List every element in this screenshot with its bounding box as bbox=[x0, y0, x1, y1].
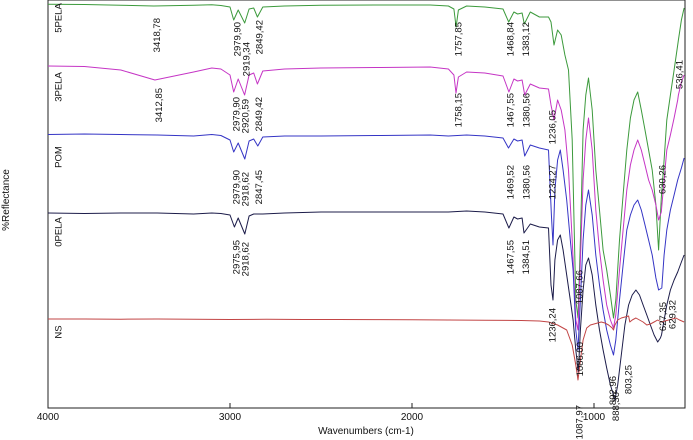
series-line-5pela bbox=[47, 3, 685, 319]
peak-label: 888,30 bbox=[611, 392, 622, 421]
x-tick-label: 4000 bbox=[37, 412, 60, 423]
series-labels: 5PELA 3PELA POM 0PELA NS bbox=[54, 3, 65, 339]
peak-label: 2918,62 bbox=[241, 242, 252, 276]
peak-label: 3418,78 bbox=[152, 18, 163, 52]
peak-label: 1467,55 bbox=[505, 93, 516, 127]
x-tick-label: 3000 bbox=[219, 412, 242, 423]
series-label: 5PELA bbox=[54, 3, 65, 33]
peak-label: 1236,05 bbox=[548, 110, 559, 144]
peak-label: 2920,59 bbox=[241, 99, 252, 133]
peak-label: 1384,51 bbox=[521, 240, 532, 274]
peak-label: 2918,62 bbox=[241, 172, 252, 206]
series-label: POM bbox=[54, 146, 65, 168]
series-label: NS bbox=[54, 325, 65, 338]
series-line-ns bbox=[48, 315, 685, 381]
y-axis-title: %Reflectance bbox=[1, 169, 12, 231]
peak-label: 2849,42 bbox=[254, 97, 265, 131]
peak-label: 1468,84 bbox=[506, 22, 517, 56]
peak-label: 1467,55 bbox=[505, 240, 516, 274]
peak-label: 1087,66 bbox=[574, 270, 585, 304]
peak-label: 1087,97 bbox=[574, 405, 585, 439]
peak-label: 2979,90 bbox=[233, 22, 244, 56]
series-line-3pela bbox=[47, 65, 685, 331]
peak-label: 627,35 bbox=[658, 302, 669, 331]
peak-label: 1380,56 bbox=[522, 93, 533, 127]
peak-label: 3412,85 bbox=[154, 88, 165, 122]
peak-label: 1757,85 bbox=[453, 22, 464, 56]
series-label: 0PELA bbox=[54, 217, 65, 247]
peak-label: 536,41 bbox=[675, 60, 686, 89]
x-axis-title: Wavenumbers (cm-1) bbox=[318, 426, 414, 437]
series-label: 3PELA bbox=[54, 72, 65, 102]
peak-label: 2849,42 bbox=[255, 20, 266, 54]
peak-label: 803,25 bbox=[624, 365, 635, 394]
peak-label: 892,96 bbox=[608, 376, 619, 405]
peak-label: 1758,15 bbox=[453, 93, 464, 127]
peak-label: 2975,95 bbox=[231, 240, 242, 274]
peak-label: 1086,00 bbox=[575, 342, 586, 376]
x-tick-label: 1000 bbox=[583, 412, 606, 423]
series-lines bbox=[47, 3, 685, 401]
peak-label: 629,32 bbox=[667, 300, 678, 329]
plot-area bbox=[47, 0, 686, 409]
peak-label: 1236,24 bbox=[548, 308, 559, 342]
peak-label: 1469,52 bbox=[505, 165, 516, 199]
peak-label: 2979,90 bbox=[231, 170, 242, 204]
peak-label: 1380,56 bbox=[522, 165, 533, 199]
series-line-0pela bbox=[47, 210, 685, 401]
peak-label: 630,26 bbox=[657, 165, 668, 194]
x-axis-ticks: 4000 3000 2000 1000 bbox=[37, 403, 606, 423]
x-tick-label: 2000 bbox=[401, 412, 424, 423]
peak-label: 1383,12 bbox=[521, 22, 532, 56]
series-line-pom bbox=[47, 133, 685, 356]
peak-label: 2919,34 bbox=[241, 42, 252, 76]
peak-label: 2979,90 bbox=[231, 97, 242, 131]
peak-label: 1234,27 bbox=[548, 165, 559, 199]
peak-label: 2847,45 bbox=[254, 170, 265, 204]
